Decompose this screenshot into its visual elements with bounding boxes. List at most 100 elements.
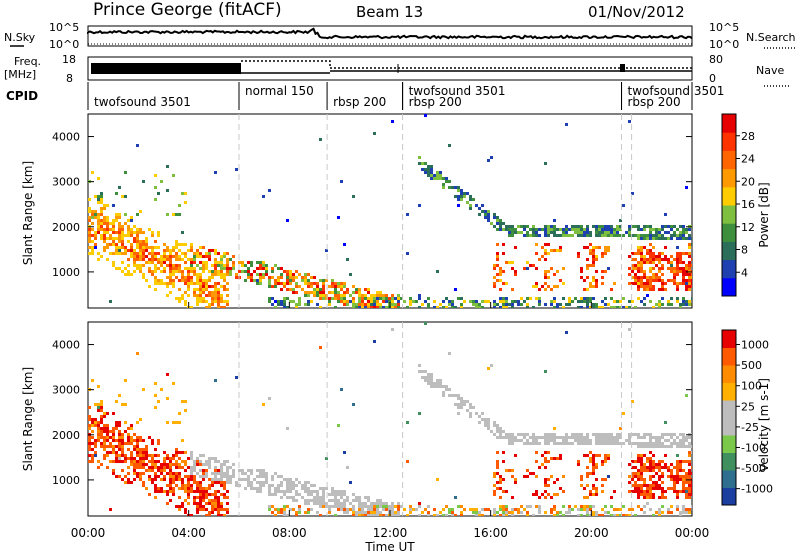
heatmap-cell [646, 288, 649, 291]
heatmap-cell [514, 246, 517, 249]
heatmap-cell [544, 231, 547, 234]
heatmap-cell [136, 234, 139, 237]
heatmap-cell [265, 273, 268, 276]
heatmap-cell [610, 288, 613, 291]
heatmap-cell [118, 430, 121, 433]
heatmap-cell [397, 294, 400, 297]
noise-sky-trace [87, 27, 693, 40]
heatmap-cell [640, 472, 643, 475]
heatmap-cell [643, 258, 646, 261]
heatmap-cell [472, 303, 475, 306]
heatmap-cell [238, 261, 241, 264]
heatmap-cell [493, 475, 496, 478]
heatmap-cell [136, 466, 139, 469]
heatmap-cell [445, 514, 448, 516]
heatmap-cell [433, 385, 436, 388]
heatmap-cell [388, 508, 391, 511]
heatmap-cell [313, 490, 316, 493]
heatmap-cell [535, 475, 538, 478]
heatmap-cell [148, 246, 151, 249]
heatmap-cell [664, 433, 667, 436]
heatmap-cell [577, 460, 580, 463]
heatmap-cell [592, 454, 595, 457]
heatmap-cell [163, 457, 166, 460]
heatmap-cell [457, 198, 460, 201]
heatmap-cell [121, 252, 124, 255]
heatmap-cell [205, 493, 208, 496]
heatmap-cell [676, 288, 679, 291]
heatmap-cell [448, 144, 451, 147]
heatmap-cell [235, 273, 238, 276]
heatmap-cell [634, 466, 637, 469]
heatmap-cell [676, 463, 679, 466]
heatmap-cell [181, 478, 184, 481]
heatmap-cell [493, 433, 496, 436]
colorbar-tick-label: 4 [741, 266, 748, 279]
heatmap-cell [436, 478, 439, 481]
heatmap-cell [169, 457, 172, 460]
heatmap-cell [595, 255, 598, 258]
heatmap-cell [157, 466, 160, 469]
heatmap-cell [268, 282, 271, 285]
heatmap-cell [670, 472, 673, 475]
heatmap-cell [652, 496, 655, 499]
heatmap-cell [88, 415, 91, 418]
heatmap-cell [376, 508, 379, 511]
heatmap-cell [214, 379, 217, 382]
heatmap-cell [130, 219, 133, 222]
heatmap-cell [643, 270, 646, 273]
heatmap-cell [388, 505, 391, 508]
heatmap-cell [175, 255, 178, 258]
colorbar-swatch [722, 470, 736, 488]
heatmap-cell [496, 466, 499, 469]
heatmap-cell [109, 508, 112, 511]
heatmap-cell [496, 264, 499, 267]
heatmap-cell [478, 421, 481, 424]
heatmap-cell [649, 231, 652, 234]
heatmap-cell [643, 273, 646, 276]
heatmap-cell [271, 493, 274, 496]
heatmap-cell [685, 264, 688, 267]
heatmap-cell [589, 508, 592, 511]
heatmap-cell [433, 300, 436, 303]
heatmap-cell [211, 291, 214, 294]
heatmap-cell [676, 505, 679, 508]
heatmap-cell [160, 469, 163, 472]
heatmap-cell [652, 279, 655, 282]
heatmap-cell [172, 382, 175, 385]
heatmap-cell [394, 514, 397, 516]
heatmap-cell [616, 300, 619, 303]
heatmap-cell [178, 270, 181, 273]
heatmap-cell [520, 231, 523, 234]
heatmap-cell [364, 306, 367, 308]
heatmap-cell [619, 514, 622, 516]
heatmap-cell [541, 255, 544, 258]
heatmap-cell [307, 508, 310, 511]
heatmap-cell [115, 454, 118, 457]
heatmap-cell [505, 306, 508, 308]
heatmap-cell [190, 451, 193, 454]
heatmap-cell [550, 475, 553, 478]
heatmap-cell [682, 490, 685, 493]
heatmap-cell [664, 490, 667, 493]
heatmap-cell [499, 478, 502, 481]
heatmap-cell [124, 379, 127, 382]
heatmap-cell [607, 246, 610, 249]
heatmap-cell [211, 493, 214, 496]
heatmap-cell [184, 487, 187, 490]
heatmap-cell [592, 225, 595, 228]
heatmap-cell [583, 246, 586, 249]
heatmap-cell [205, 267, 208, 270]
heatmap-cell [202, 267, 205, 270]
heatmap-cell [583, 442, 586, 445]
heatmap-cell [151, 463, 154, 466]
heatmap-cell [259, 481, 262, 484]
heatmap-cell [130, 216, 133, 219]
heatmap-cell [667, 258, 670, 261]
heatmap-cell [370, 303, 373, 306]
heatmap-cell [91, 379, 94, 382]
heatmap-cell [676, 285, 679, 288]
heatmap-cell [550, 508, 553, 511]
heatmap-cell [154, 276, 157, 279]
